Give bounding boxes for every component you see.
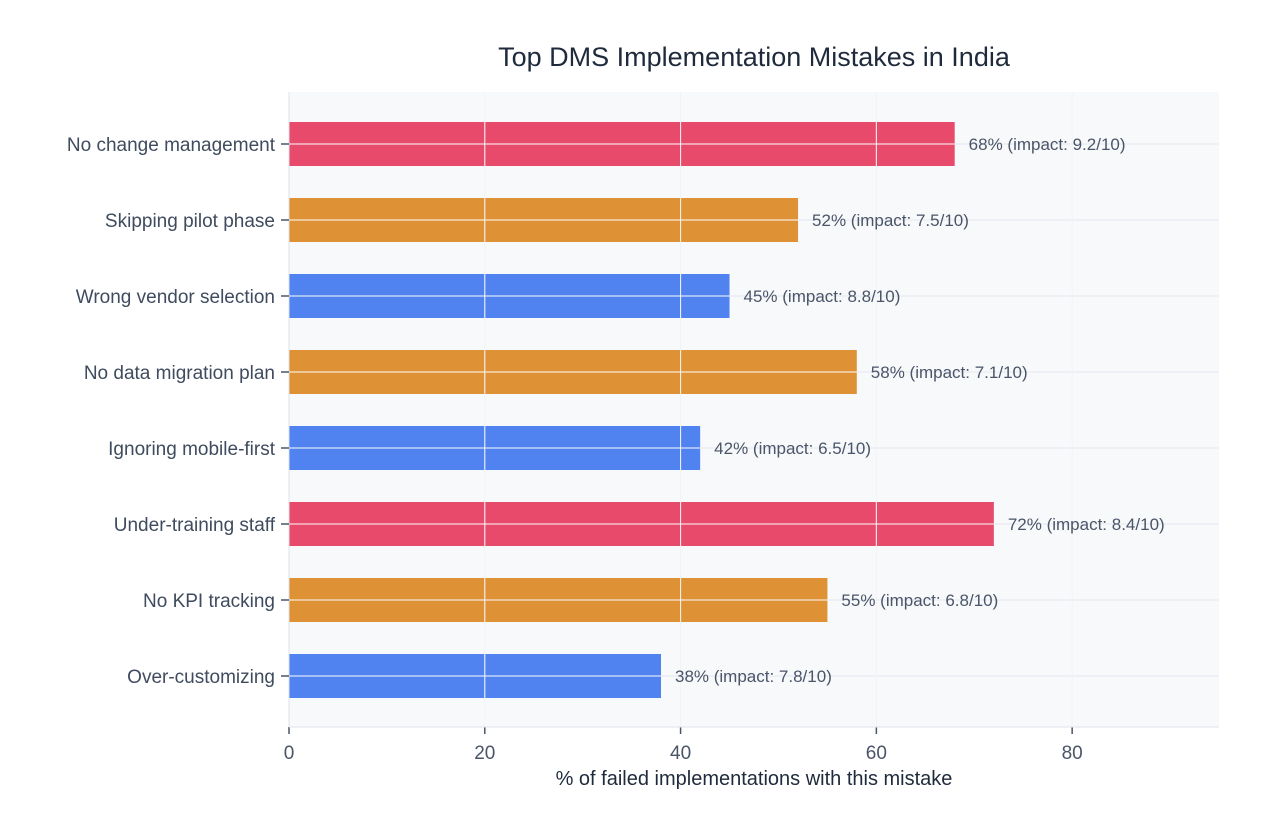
data-label: 42% (impact: 6.5/10) xyxy=(714,439,871,458)
y-tick-label: Skipping pilot phase xyxy=(105,211,275,232)
y-tick-label: No KPI tracking xyxy=(143,591,275,612)
data-label: 58% (impact: 7.1/10) xyxy=(871,363,1028,382)
y-tick-label: Wrong vendor selection xyxy=(76,287,275,308)
y-tick-label: Under-training staff xyxy=(114,515,276,536)
x-tick-label: 40 xyxy=(670,743,691,764)
data-label: 55% (impact: 6.8/10) xyxy=(841,591,998,610)
x-tick-label: 20 xyxy=(474,743,495,764)
y-tick-label: Ignoring mobile-first xyxy=(108,439,276,460)
y-tick-label: No change management xyxy=(67,135,276,156)
data-label: 72% (impact: 8.4/10) xyxy=(1008,515,1165,534)
x-tick-label: 0 xyxy=(284,743,295,764)
data-label: 68% (impact: 9.2/10) xyxy=(969,135,1126,154)
y-tick-label: Over-customizing xyxy=(127,667,275,688)
chart-title: Top DMS Implementation Mistakes in India xyxy=(498,42,1011,72)
data-label: 45% (impact: 8.8/10) xyxy=(744,287,901,306)
x-tick-label: 80 xyxy=(1062,743,1083,764)
y-tick-label: No data migration plan xyxy=(84,363,275,384)
x-tick-label: 60 xyxy=(866,743,887,764)
data-label: 38% (impact: 7.8/10) xyxy=(675,667,832,686)
x-axis-title: % of failed implementations with this mi… xyxy=(556,768,953,790)
data-label: 52% (impact: 7.5/10) xyxy=(812,211,969,230)
plot-area xyxy=(289,92,1219,727)
